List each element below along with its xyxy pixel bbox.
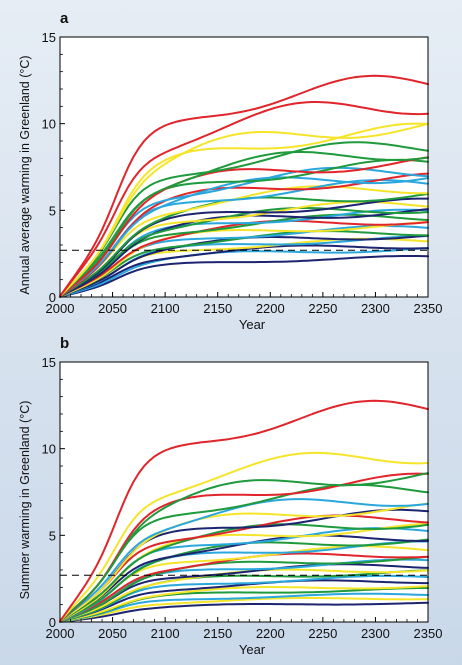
y-axis-label: Annual average warming in Greenland (°C) [18, 55, 32, 294]
x-tick-label: 2350 [414, 626, 443, 641]
series-a-7 [59, 156, 429, 298]
y-tick-label: 10 [42, 117, 56, 132]
x-tick-label: 2350 [414, 301, 443, 316]
axes-frame [59, 361, 429, 623]
panel-b: 2000 2050 2100 2150 2200 2250 2300 2350 0 5 10 15 b Y… [18, 335, 442, 657]
x-tick-label: 2000 [46, 626, 75, 641]
series-b-2 [59, 451, 429, 623]
x-tick-label: 2150 [203, 626, 232, 641]
panel-a: 2000 2050 2100 2150 2200 2250 2300 2350 0 5 10 15 a Y… [18, 10, 442, 332]
series-b-18 [59, 555, 429, 623]
series-b-27 [59, 592, 429, 623]
series-a-22 [59, 221, 429, 298]
x-tick-label: 2300 [361, 626, 390, 641]
panel-label: b [60, 335, 69, 352]
x-tick-label: 2100 [151, 301, 180, 316]
panel-label: a [60, 10, 69, 27]
x-tick-label: 2050 [98, 301, 127, 316]
series-b-28 [59, 596, 429, 623]
series-b-9 [59, 514, 429, 623]
series-b-7 [59, 502, 429, 623]
series-a-8 [59, 158, 429, 298]
series-b-4 [59, 472, 429, 623]
y-tick-label: 15 [42, 355, 56, 370]
series-a-29 [59, 247, 429, 298]
series-a-1 [59, 74, 429, 298]
series-b-29 [59, 601, 429, 623]
x-tick-label: 2150 [203, 301, 232, 316]
x-axis-label: Year [239, 642, 266, 657]
axes-frame [59, 36, 429, 298]
x-tick-label: 2000 [46, 301, 75, 316]
series-a-30 [59, 255, 429, 298]
series-b-22 [59, 569, 429, 623]
x-axis-label: Year [239, 317, 266, 332]
y-tick-label: 5 [49, 203, 56, 218]
y-tick-label: 15 [42, 30, 56, 45]
series-a-3 [59, 122, 429, 298]
y-tick-label: 5 [49, 528, 56, 543]
series-a-6 [59, 151, 429, 298]
y-tick-label: 0 [49, 615, 56, 630]
series-b-3 [59, 472, 429, 623]
series-b-25 [59, 585, 429, 623]
series-b-24 [59, 579, 429, 623]
y-axis-label: Summer warming in Greenland (°C) [18, 401, 32, 600]
x-tick-label: 2100 [151, 626, 180, 641]
series-a-2 [59, 101, 429, 298]
series-a-17 [59, 207, 429, 298]
y-tick-label: 0 [49, 290, 56, 305]
x-tick-label: 2200 [256, 626, 285, 641]
series-b-20 [59, 563, 429, 623]
x-tick-label: 2200 [256, 301, 285, 316]
y-tick-label: 10 [42, 442, 56, 457]
series-a-13 [59, 185, 429, 298]
x-tick-label: 2250 [308, 301, 337, 316]
series-a-4 [59, 122, 429, 298]
series-b-1 [59, 399, 429, 623]
x-tick-label: 2250 [308, 626, 337, 641]
series-a-5 [59, 141, 429, 298]
x-tick-label: 2050 [98, 626, 127, 641]
series-a-28 [59, 244, 429, 298]
x-tick-label: 2300 [361, 301, 390, 316]
